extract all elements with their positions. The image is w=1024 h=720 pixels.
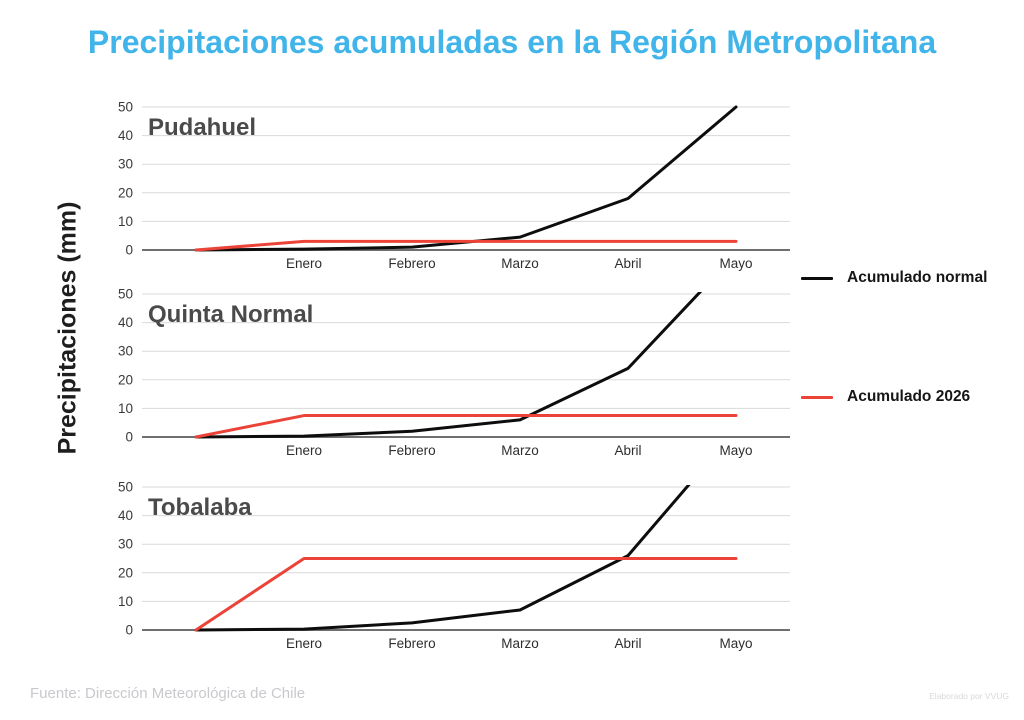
x-tick-label: Enero [286,636,322,651]
y-tick-label: 20 [118,372,133,387]
y-tick-label: 20 [118,565,133,580]
y-tick-label: 20 [118,185,133,200]
y-tick-label: 40 [118,128,133,143]
series-line-acumulado-2026 [194,414,738,439]
chart-tobalaba: 0 10 20 30 40 50 Enero Febrero Marzo Abril Mayo Tob… [118,480,790,651]
page-title: Precipitaciones acumuladas en la Región … [87,24,937,60]
y-tick-label: 40 [118,315,133,330]
legend-label: Acumulado normal [847,269,988,286]
legend: Acumulado normal Acumulado 2026 [801,0,1021,720]
series-line-acumulado-normal [194,292,703,439]
chart-quinta-normal: 0 10 20 30 40 50 Enero Febrero Marzo Abril Mayo Qui… [118,287,790,458]
x-tick-label: Abril [614,636,641,651]
x-tick-label: Febrero [388,443,435,458]
legend-item-acumulado-2026: Acumulado 2026 [801,388,970,406]
x-tick-label: Marzo [501,443,539,458]
y-axis-title: Precipitaciones (mm) [53,201,82,455]
x-tick-label: Enero [286,256,322,271]
x-tick-label: Mayo [719,636,752,651]
y-tick-label: 30 [118,344,133,359]
series-line-acumulado-2026 [194,239,738,252]
y-tick-label: 50 [118,480,133,495]
y-tick-label: 0 [125,623,133,638]
series-line-acumulado-normal [194,105,738,252]
y-tick-label: 50 [118,100,133,115]
x-tick-label: Enero [286,443,322,458]
x-tick-label: Marzo [501,256,539,271]
series-line-acumulado-2026 [194,557,738,632]
legend-item-acumulado-normal: Acumulado normal [801,269,987,287]
x-tick-label: Febrero [388,256,435,271]
y-tick-label: 10 [118,214,133,229]
y-tick-label: 40 [118,508,133,523]
legend-label: Acumulado 2026 [847,388,971,405]
y-tick-label: 0 [125,430,133,445]
chart-title: Tobalaba [148,494,252,521]
x-tick-label: Mayo [719,256,752,271]
chart-title: Quinta Normal [148,301,313,328]
y-tick-label: 0 [125,243,133,258]
x-tick-label: Marzo [501,636,539,651]
legend-line-swatch-black [801,276,833,280]
series-line-acumulado-normal [194,485,691,632]
x-tick-label: Mayo [719,443,752,458]
chart-title: Pudahuel [148,114,256,141]
y-tick-label: 30 [118,537,133,552]
y-tick-label: 50 [118,287,133,302]
y-tick-label: 10 [118,594,133,609]
legend-line-swatch-red [801,395,833,399]
y-tick-label: 30 [118,157,133,172]
chart-pudahuel: 0 10 20 30 40 50 Enero Febrero Marzo Abril Mayo Pud… [118,100,790,271]
source-note: Fuente: Dirección Meteorológica de Chile [30,685,306,702]
x-tick-label: Abril [614,443,641,458]
y-tick-label: 10 [118,401,133,416]
x-tick-label: Febrero [388,636,435,651]
x-tick-label: Abril [614,256,641,271]
credit-note: Elaborado por VVUG [929,691,1009,701]
